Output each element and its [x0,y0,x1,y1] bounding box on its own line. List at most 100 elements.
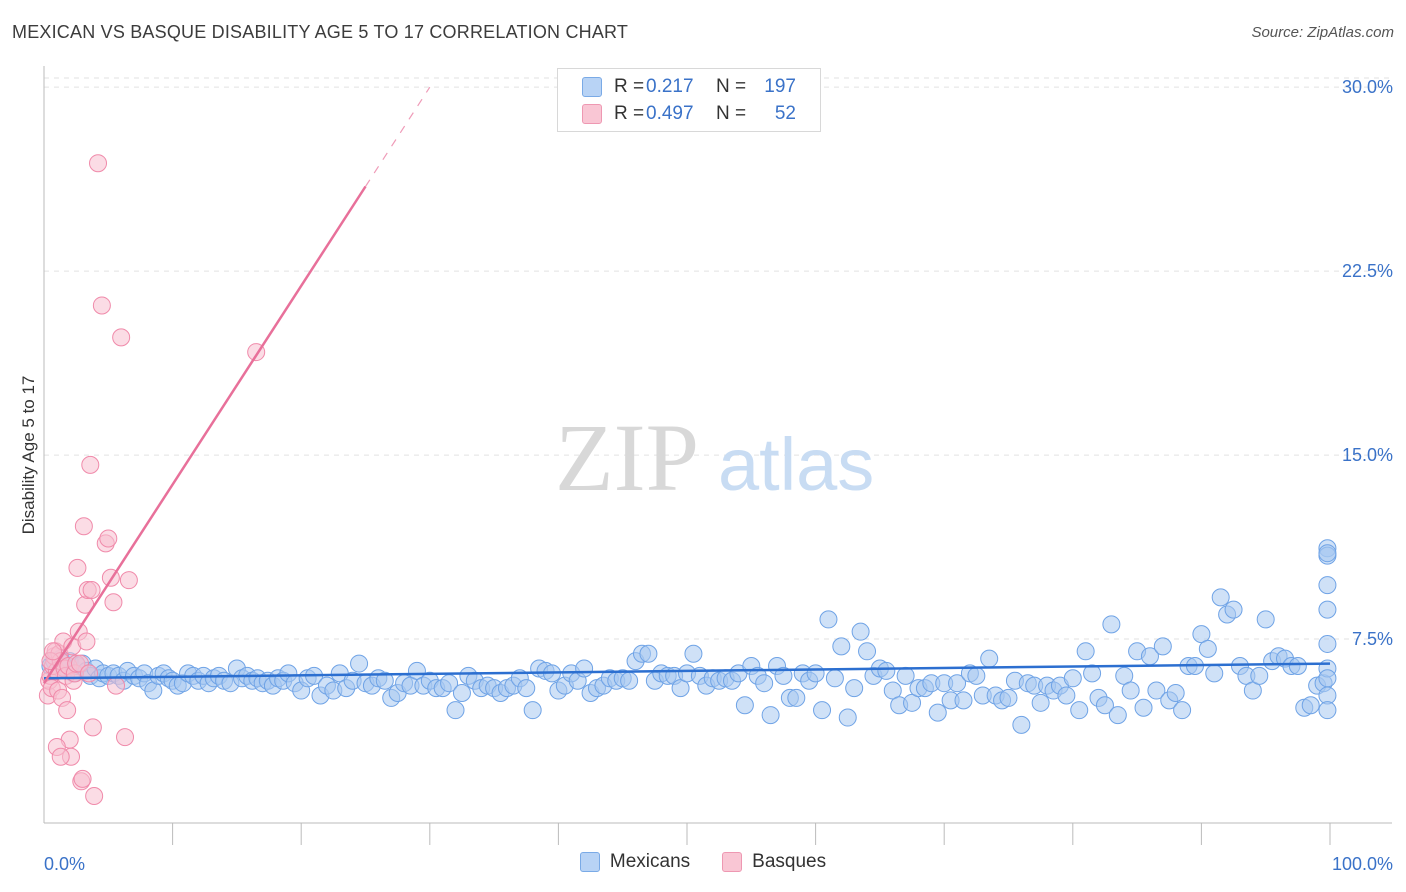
mexicans-point [1318,634,1337,653]
basques-swatch-icon [582,104,602,124]
watermark-atlas: atlas [718,423,874,506]
mexicans-point [896,666,915,685]
legend-label-basques: Basques [752,851,827,872]
mexicans-point [1173,701,1192,720]
r-value-basques: 0.497 [646,103,694,124]
mexicans-point [1211,588,1230,607]
x-tick-label: 100.0% [1332,854,1393,874]
mexicans-trend-line [43,662,1331,680]
watermark-zip: ZIP [555,404,699,511]
gridlines [44,77,1392,640]
n-value-basques: 52 [774,103,796,124]
mexicans-point [928,703,947,722]
mexicans-point [980,649,999,668]
mexicans-point [575,659,594,678]
mexicans-point [1102,615,1121,634]
basques-point [82,580,101,599]
basques-point [58,701,77,720]
mexicans-point [1205,664,1224,683]
mexicans-point [620,671,639,690]
mexicans-point [639,644,658,663]
basques-point [44,642,63,661]
basques-point [77,632,96,651]
mexicans-point [838,708,857,727]
mexicans-point [1250,666,1269,685]
mexicans-point [1070,701,1089,720]
basques-point [74,517,93,536]
mexicans-point [350,654,369,673]
basques-point [107,676,126,695]
mexicans-point [1108,706,1127,725]
mexicans-point [1224,600,1243,619]
basques-legend-icon [722,852,743,872]
mexicans-point [1198,639,1217,658]
y-tick-label: 15.0% [1342,445,1393,465]
mexicans-point [774,666,793,685]
basques-point [68,558,87,577]
series-legend: Mexicans Basques [0,851,1406,873]
mexicans-point [1031,693,1050,712]
r-value-mexicans: 0.217 [646,76,694,97]
mexicans-point [1318,576,1337,595]
mexicans-point [1147,681,1166,700]
mexicans-point [954,691,973,710]
mexicans-point [813,701,832,720]
x-tick-label: 0.0% [44,854,85,874]
basques-point [116,728,135,747]
mexicans-point [877,661,896,680]
mexicans-point [375,671,394,690]
mexicans-point [523,701,542,720]
y-tick-label: 22.5% [1342,261,1393,281]
mexicans-point [735,696,754,715]
mexicans-point [806,664,825,683]
mexicans-point [1318,600,1337,619]
legend-row-basques: R = 0.497 N = 52 [582,102,796,126]
mexicans-point [517,679,536,698]
watermark: ZIP atlas [555,404,874,511]
basques-point [85,787,104,806]
mexicans-point [1121,681,1140,700]
mexicans-point [832,637,851,656]
basques-point [119,571,138,590]
mexicans-point [755,674,774,693]
basques-point [99,529,118,548]
mexicans-point [761,706,780,725]
mexicans-point [845,679,864,698]
chart-title: MEXICAN VS BASQUE DISABILITY AGE 5 TO 17… [12,22,629,42]
mexicans-point [948,674,967,693]
basques-point [81,455,100,474]
legend-item-mexicans[interactable]: Mexicans [579,851,691,873]
mexicans-point [1256,610,1275,629]
trend-lines [42,86,1331,684]
mexicans-point [1318,544,1337,563]
mexicans-point [446,701,465,720]
mexicans-legend-icon [579,852,600,872]
mexicans-point [967,666,986,685]
mexicans-point [1063,669,1082,688]
mexicans-point [1057,686,1076,705]
mexicans-point [1095,696,1114,715]
mexicans-point [819,610,838,629]
basques-point [51,747,70,766]
mexicans-point [1318,669,1337,688]
basques-point [104,593,123,612]
mexicans-point [999,688,1018,707]
mexicans-point [851,622,870,641]
basques-point [92,296,111,315]
legend-label-mexicans: Mexicans [609,851,691,872]
mexicans-point [858,642,877,661]
r-label: R = [614,103,645,124]
mexicans-point [1288,657,1307,676]
n-label: N = [716,76,747,97]
basques-points [38,154,266,806]
mexicans-point [825,669,844,688]
tick-labels: 7.5% 15.0% 22.5% 30.0% 0.0% 100.0% [44,77,1393,874]
mexicans-point [452,684,471,703]
legend-row-mexicans: R = 0.217 N = 197 [582,75,796,99]
basques-point [80,664,99,683]
legend-item-basques[interactable]: Basques [722,851,826,873]
mexicans-point [684,644,703,663]
mexicans-point [1301,696,1320,715]
mexicans-point [1318,701,1337,720]
